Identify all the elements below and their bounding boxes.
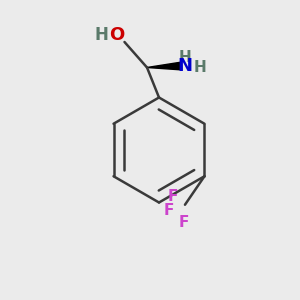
Text: F: F xyxy=(167,189,178,204)
Text: N: N xyxy=(178,57,193,75)
Text: O: O xyxy=(110,26,124,44)
Text: H: H xyxy=(94,26,108,44)
Text: F: F xyxy=(178,215,189,230)
Polygon shape xyxy=(147,62,182,70)
Text: F: F xyxy=(163,203,174,218)
Text: H: H xyxy=(179,50,191,65)
Text: H: H xyxy=(193,60,206,75)
